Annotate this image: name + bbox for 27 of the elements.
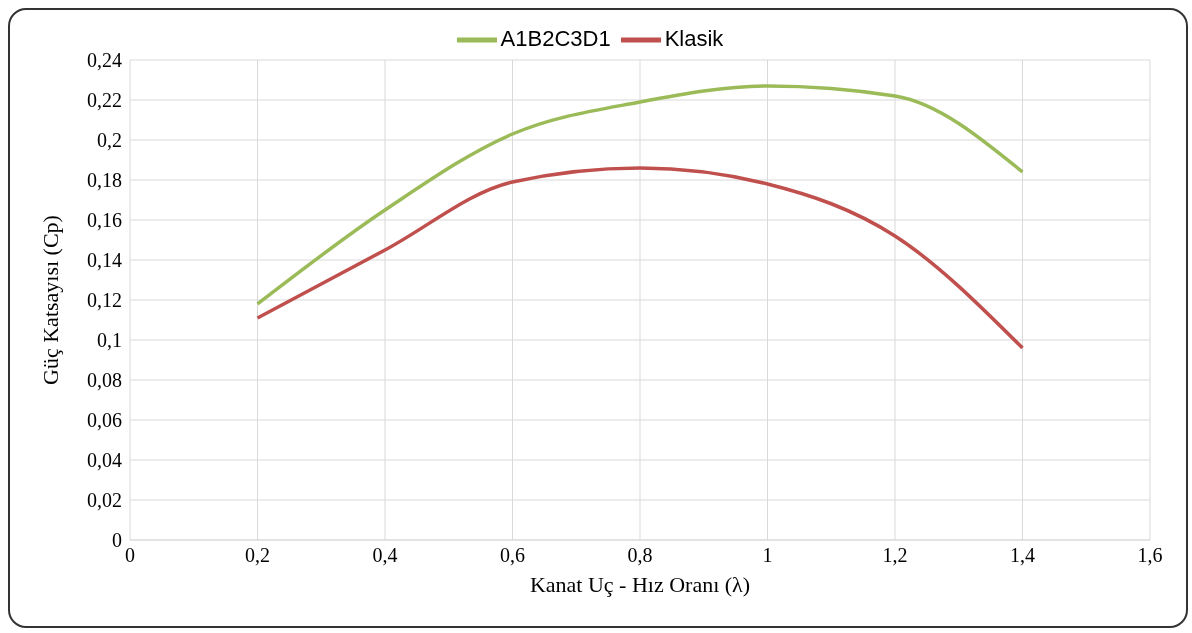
x-axis-title: Kanat Uç - Hız Oranı (λ): [529, 572, 751, 597]
x-tick-label: 0,8: [627, 544, 653, 567]
y-tick-label: 0,04: [87, 449, 122, 472]
y-tick-label: 0,12: [87, 289, 122, 312]
x-tick-label: 1,2: [882, 544, 908, 567]
line-series: [255, 166, 1025, 350]
legend-label: A1B2C3D1: [500, 25, 611, 51]
y-tick-label: 0,08: [87, 369, 122, 392]
y-tick-label: 0: [112, 529, 122, 552]
y-tick-label: 0,06: [87, 409, 122, 432]
x-tick-label: 1,6: [1137, 544, 1163, 567]
y-tick-label: 0,2: [97, 129, 122, 152]
x-tick-label: 1: [762, 544, 773, 567]
x-tick-label: 1,4: [1010, 544, 1035, 567]
y-tick-label: 0,16: [87, 209, 122, 232]
line-series: [255, 84, 1025, 306]
legend-label: Klasik: [664, 25, 724, 51]
y-tick-label: 0,02: [87, 489, 122, 512]
y-tick-label: 0,1: [97, 329, 122, 352]
y-axis-title: Güç Katsayısı (Cp): [37, 215, 63, 385]
x-tick-label: 0,4: [372, 544, 398, 567]
x-tick-label: 0,6: [500, 544, 525, 567]
y-tick-label: 0,14: [87, 249, 122, 272]
x-tick-label: 0,2: [245, 544, 270, 567]
y-tick-label: 0,18: [87, 169, 122, 192]
y-tick-label: 0,22: [87, 89, 122, 112]
y-tick-label: 0,24: [87, 49, 122, 72]
